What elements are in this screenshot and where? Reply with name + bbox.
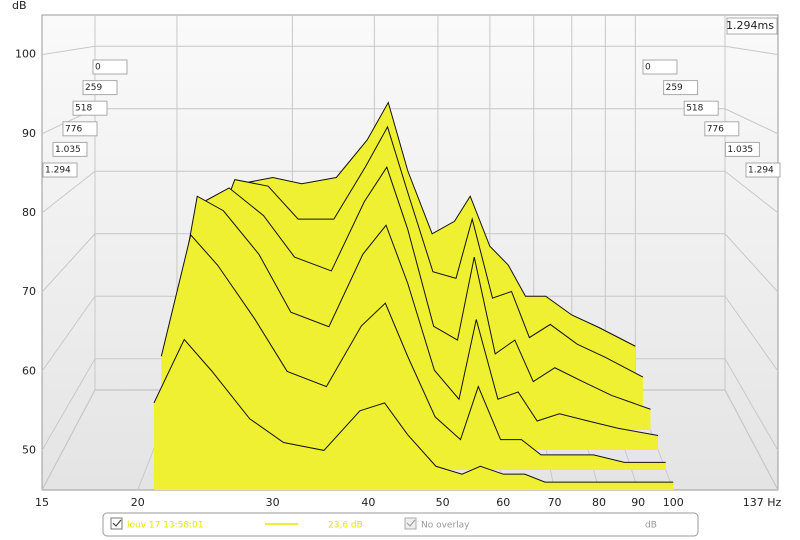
- grid-line: [724, 389, 779, 491]
- x-tick-label: 30: [266, 496, 280, 509]
- x-tick-label: 100: [663, 496, 684, 509]
- x-tick-label: 137 Hz: [743, 496, 782, 509]
- time-tag: 518: [75, 104, 92, 114]
- y-tick-label: 100: [15, 48, 36, 61]
- time-tag: 1.035: [727, 145, 753, 155]
- x-tick-label: 15: [35, 496, 49, 509]
- time-tag-box: [92, 59, 128, 75]
- time-tag-box: [72, 100, 108, 116]
- time-label: 1.294ms: [726, 19, 774, 32]
- time-tag-box: [82, 80, 118, 96]
- time-tag: 518: [686, 104, 703, 114]
- legend-overlay: No overlay: [421, 521, 470, 531]
- x-tick-label: 90: [631, 496, 645, 509]
- time-tag-box: [745, 162, 781, 178]
- grid-line: [724, 233, 779, 293]
- trace-checkbox[interactable]: [110, 517, 123, 530]
- time-tag-box: [663, 80, 699, 96]
- y-tick-label: 90: [22, 127, 36, 140]
- time-tag: 0: [645, 63, 651, 73]
- legend-level: 23,6 dB: [328, 521, 363, 531]
- time-tag: 776: [707, 124, 724, 134]
- grid-line: [41, 45, 96, 56]
- slice-line: [175, 166, 651, 410]
- y-tick-label: 60: [22, 364, 36, 377]
- grid-line: [724, 170, 779, 214]
- x-tick-label: 20: [131, 496, 145, 509]
- slice-line: [168, 195, 659, 436]
- grid-line: [41, 233, 96, 293]
- time-tag: 0: [95, 63, 101, 73]
- y-tick-label: 80: [22, 206, 36, 219]
- slice-line: [182, 125, 644, 378]
- legend-trace: louv 17 13:58:01: [127, 521, 204, 531]
- legend-box: [102, 512, 699, 537]
- time-tag-box: [42, 162, 78, 178]
- y-tick-label: 50: [22, 443, 36, 456]
- x-tick-label: 40: [361, 496, 375, 509]
- grid-line: [724, 295, 779, 372]
- time-tag-box: [704, 121, 740, 137]
- slice-line: [160, 233, 666, 463]
- overlay-checkbox[interactable]: [404, 517, 417, 530]
- x-tick-label: 50: [436, 496, 450, 509]
- check-mark: [406, 519, 416, 527]
- x-tick-label: 70: [548, 496, 562, 509]
- time-tag: 776: [65, 124, 82, 134]
- slice-line: [190, 101, 636, 360]
- grid-line: [724, 108, 779, 135]
- slice-fill: [153, 339, 674, 490]
- x-tick-label: 60: [496, 496, 510, 509]
- time-tag: 259: [85, 83, 102, 93]
- grid-line: [724, 358, 779, 451]
- time-tag: 1.035: [55, 145, 81, 155]
- time-box: [726, 17, 778, 35]
- grid-line: [41, 170, 96, 214]
- slice-fill: [161, 234, 666, 470]
- x-tick-label: 80: [592, 496, 606, 509]
- legend-unit: dB: [645, 521, 657, 531]
- time-tag-box: [642, 59, 678, 75]
- time-tag-box: [683, 100, 719, 116]
- time-tag: 259: [666, 83, 683, 93]
- grid-line: [41, 389, 96, 491]
- time-tag-box: [724, 141, 760, 157]
- grid-line: [41, 358, 96, 451]
- time-tag: 1.294: [748, 166, 774, 176]
- grid-line: [41, 295, 96, 372]
- y-tick-label: 70: [22, 285, 36, 298]
- slice-line: [153, 338, 674, 483]
- time-tag: 1.294: [45, 166, 71, 176]
- y-unit: dB: [12, 0, 27, 12]
- time-tag-box: [62, 121, 98, 137]
- grid-line: [724, 45, 779, 56]
- time-tag-box: [52, 141, 88, 157]
- check-mark: [112, 519, 122, 527]
